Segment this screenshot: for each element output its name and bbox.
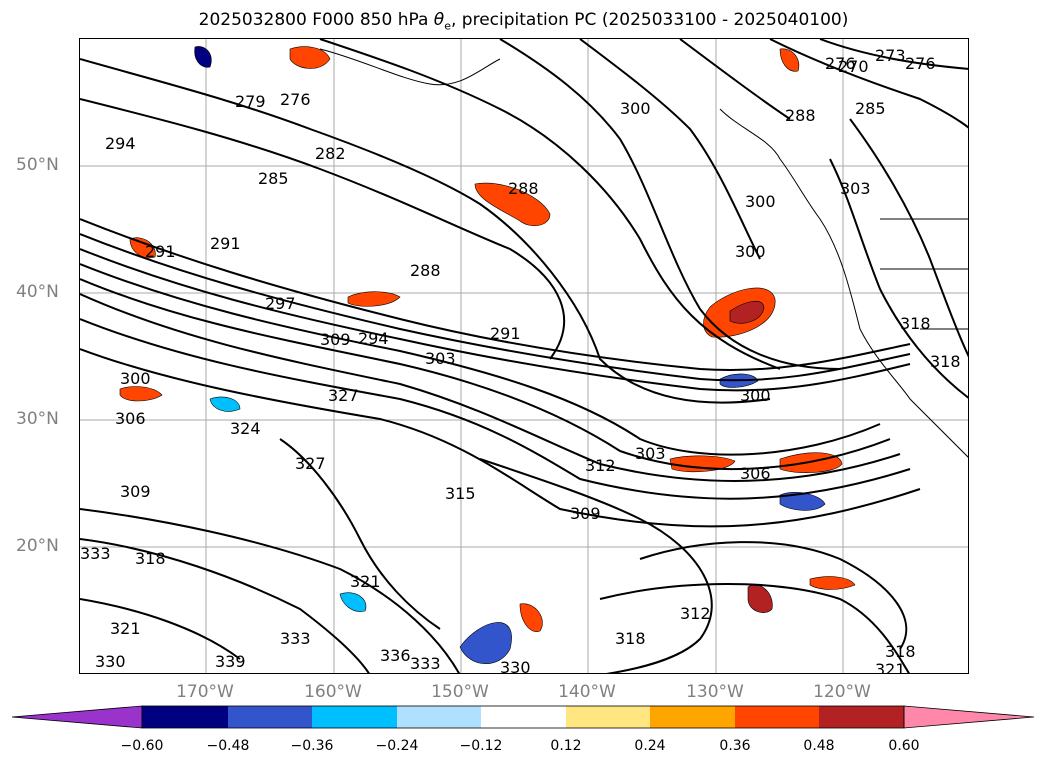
contour-labels: 270 276 273 276 279 276 294 282 285 288 … <box>80 46 961 674</box>
lon-label: 160°W <box>304 682 362 702</box>
contour-label: 333 <box>280 629 311 648</box>
contour-label: 333 <box>80 544 111 563</box>
contour-label: 276 <box>280 90 311 109</box>
contour-label: 273 <box>875 46 906 65</box>
contour-label: 303 <box>635 444 666 463</box>
contour-label: 279 <box>235 92 266 111</box>
contour-label: 306 <box>740 464 771 483</box>
colorbar-segment <box>481 706 566 728</box>
contour-label: 291 <box>145 242 176 261</box>
coastline <box>319 48 968 458</box>
contour-label: 300 <box>120 369 151 388</box>
contour-label: 300 <box>740 386 771 405</box>
contour-label: 324 <box>230 419 261 438</box>
lat-label: 20°N <box>16 536 59 556</box>
colorbar-extend-low <box>11 705 143 729</box>
contour-label: 288 <box>410 261 441 280</box>
contour-label: 300 <box>745 192 776 211</box>
contour-label: 294 <box>105 134 136 153</box>
colorbar-segment <box>142 706 228 728</box>
contour-label: 306 <box>115 409 146 428</box>
contour-label: 309 <box>120 482 151 501</box>
contour-label: 288 <box>785 106 816 125</box>
contour-label: 315 <box>445 484 476 503</box>
colorbar <box>11 705 1035 729</box>
colorbar-segment <box>228 706 312 728</box>
contour-label: 318 <box>885 642 916 661</box>
contour-label: 309 <box>570 504 601 523</box>
contour-label: 312 <box>680 604 711 623</box>
contour-label: 318 <box>615 629 646 648</box>
contour-label: 330 <box>500 658 531 674</box>
contour-label: 318 <box>135 549 166 568</box>
lon-label: 120°W <box>813 682 871 702</box>
lon-label: 140°W <box>558 682 616 702</box>
contour-label: 291 <box>490 324 521 343</box>
contour-label: 327 <box>328 386 359 405</box>
colorbar-segment <box>397 706 481 728</box>
contour-label: 333 <box>410 654 441 673</box>
map-canvas: 270 276 273 276 279 276 294 282 285 288 … <box>80 39 968 674</box>
colorbar-tick-label: 0.36 <box>719 738 751 754</box>
contour-label: 285 <box>855 99 886 118</box>
lon-label: 150°W <box>431 682 489 702</box>
map-panel: 270 276 273 276 279 276 294 282 285 288 … <box>79 38 969 674</box>
contour-label: 330 <box>95 652 126 671</box>
contour-label: 282 <box>315 144 346 163</box>
contour-label: 321 <box>875 660 906 674</box>
contour-label: 285 <box>258 169 289 188</box>
contour-label: 309 <box>320 330 351 349</box>
lat-label: 30°N <box>16 409 59 429</box>
contour-label: 291 <box>210 234 241 253</box>
lat-label: 50°N <box>16 155 59 175</box>
colorbar-tick-label: −0.48 <box>206 738 250 754</box>
theta-e-contours <box>80 39 968 673</box>
contour-label: 270 <box>838 57 869 76</box>
contour-label: 321 <box>350 572 381 591</box>
contour-label: 303 <box>425 349 456 368</box>
colorbar-segment <box>312 706 397 728</box>
contour-label: 288 <box>508 179 539 198</box>
contour-label: 300 <box>620 99 651 118</box>
colorbar-tick-label: −0.24 <box>375 738 419 754</box>
contour-label: 339 <box>215 652 246 671</box>
contour-label: 327 <box>295 454 326 473</box>
contour-label: 276 <box>825 54 856 73</box>
colorbar-segment <box>566 706 650 728</box>
lat-label: 40°N <box>16 282 59 302</box>
contour-label: 336 <box>380 646 411 665</box>
lon-label: 130°W <box>686 682 744 702</box>
colorbar-tick-label: 0.12 <box>550 738 582 754</box>
lon-label: 170°W <box>176 682 234 702</box>
colorbar-tick-label: −0.60 <box>120 738 164 754</box>
map-title: 2025032800 F000 850 hPa θe, precipitatio… <box>198 10 849 33</box>
colorbar-tick-label: 0.48 <box>803 738 835 754</box>
contour-label: 300 <box>735 242 766 261</box>
contour-label: 312 <box>585 456 616 475</box>
contour-label: 294 <box>358 329 389 348</box>
colorbar-segment <box>819 706 904 728</box>
contour-label: 321 <box>110 619 141 638</box>
colorbar-tick-label: 0.60 <box>888 738 920 754</box>
contour-label: 303 <box>840 179 871 198</box>
colorbar-extend-high <box>903 705 1035 729</box>
colorbar-segment <box>735 706 819 728</box>
colorbar-segment <box>650 706 735 728</box>
contour-label: 276 <box>905 54 936 73</box>
colorbar-tick-label: 0.24 <box>634 738 666 754</box>
contour-label: 297 <box>265 294 296 313</box>
colorbar-tick-label: −0.36 <box>290 738 334 754</box>
colorbar-tick-label: −0.12 <box>459 738 503 754</box>
contour-label: 318 <box>930 352 961 371</box>
contour-label: 318 <box>900 314 931 333</box>
